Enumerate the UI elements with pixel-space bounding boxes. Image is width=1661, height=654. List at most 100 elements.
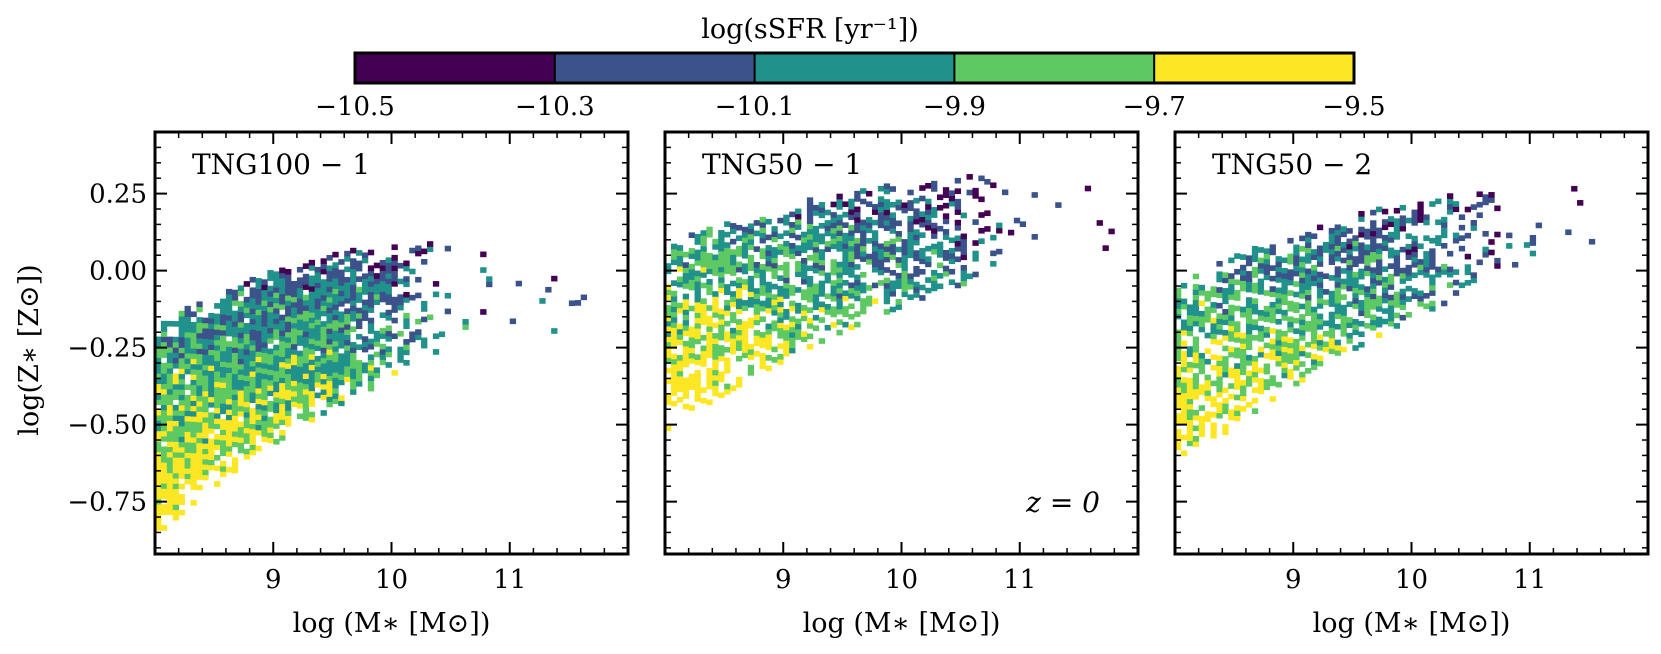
heatmap-cell (1346, 259, 1353, 266)
heatmap-cell (836, 219, 843, 226)
heatmap-cell (1458, 224, 1466, 231)
heatmap-cell (765, 355, 772, 361)
heatmap-cell (285, 310, 292, 317)
heatmap-cell (225, 440, 233, 447)
heatmap-cell (160, 430, 168, 437)
heatmap-cell (771, 262, 778, 269)
heatmap-cell (267, 311, 274, 318)
heatmap-cell (907, 221, 914, 227)
heatmap-cell (806, 234, 814, 240)
heatmap-cell (1370, 314, 1377, 321)
heatmap-cell (285, 347, 292, 354)
heatmap-cell (830, 259, 837, 265)
heatmap-cell (688, 305, 695, 312)
y-tick-label: 0.25 (89, 180, 147, 210)
heatmap-cell (214, 318, 221, 325)
heatmap-cell (308, 333, 316, 339)
heatmap-cell (730, 291, 737, 297)
heatmap-cell (1376, 269, 1383, 276)
heatmap-cell (936, 273, 944, 279)
heatmap-cell (332, 361, 339, 368)
heatmap-cell (172, 493, 180, 500)
heatmap-cell (338, 316, 345, 323)
heatmap-cell (367, 328, 375, 334)
heatmap-cell (824, 246, 831, 252)
heatmap-cell (237, 421, 245, 428)
heatmap-cell (1334, 266, 1341, 272)
heatmap-cell (860, 282, 867, 289)
heatmap-cell (871, 235, 879, 242)
heatmap-cell (1192, 409, 1200, 416)
heatmap-cell (706, 252, 713, 259)
heatmap-cell (302, 263, 310, 269)
heatmap-cell (350, 310, 357, 317)
heatmap-cell (1305, 268, 1312, 275)
heatmap-cell (391, 275, 398, 282)
heatmap-cell (1186, 403, 1194, 410)
heatmap-cell (202, 390, 209, 397)
heatmap-cell (1175, 303, 1182, 309)
heatmap-cell (1293, 281, 1300, 287)
heatmap-cell (1287, 368, 1294, 375)
heatmap-cell (789, 316, 796, 322)
heatmap-cell (730, 317, 737, 323)
heatmap-cell (296, 329, 304, 336)
heatmap-cell (1269, 328, 1276, 334)
heatmap-cell (1393, 323, 1401, 329)
heatmap-cell (350, 342, 357, 348)
heatmap-cell (1287, 300, 1294, 307)
heatmap-cell (1364, 244, 1371, 251)
heatmap-cell (907, 189, 914, 196)
heatmap-cell (196, 406, 203, 412)
heatmap-cell (1352, 277, 1359, 283)
heatmap-cell (682, 330, 690, 336)
heatmap-cell (889, 217, 896, 224)
heatmap-cell (883, 277, 891, 284)
heatmap-cell (350, 352, 357, 359)
heatmap-cell (361, 289, 369, 295)
heatmap-cell (172, 514, 180, 521)
heatmap-cell (243, 406, 250, 413)
heatmap-cell (391, 333, 398, 340)
heatmap-cell (574, 300, 582, 306)
heatmap-cell (1381, 287, 1389, 293)
heatmap-cell (783, 246, 790, 252)
heatmap-cell (231, 300, 239, 306)
heatmap-cell (267, 380, 274, 386)
heatmap-cell (279, 414, 286, 420)
heatmap-cell (208, 438, 215, 445)
heatmap-cell (806, 343, 814, 350)
heatmap-cell (237, 290, 245, 297)
heatmap-cell (314, 392, 321, 399)
heatmap-cell (765, 260, 772, 267)
heatmap-cell (700, 230, 707, 236)
heatmap-cell (172, 441, 180, 448)
heatmap-cell (220, 356, 227, 362)
heatmap-cell (931, 186, 938, 192)
heatmap-cell (249, 324, 256, 330)
heatmap-cell (314, 308, 321, 315)
heatmap-cell (883, 267, 891, 273)
heatmap-cell (1257, 346, 1265, 353)
heatmap-cell (824, 209, 831, 216)
heatmap-cell (1381, 240, 1389, 246)
heatmap-cell (718, 324, 725, 330)
heatmap-cell (326, 396, 333, 403)
heatmap-cell (160, 388, 168, 395)
heatmap-cell (273, 302, 280, 309)
heatmap-cell (385, 257, 392, 264)
heatmap-cell (273, 417, 280, 424)
heatmap-cell (320, 279, 327, 285)
heatmap-cell (273, 328, 280, 335)
heatmap-cell (409, 336, 416, 343)
heatmap-cell (1281, 351, 1288, 358)
heatmap-cell (379, 265, 386, 271)
heatmap-cell (741, 341, 749, 348)
heatmap-cell (1441, 222, 1448, 228)
heatmap-cell (326, 255, 333, 261)
heatmap-cell (1523, 242, 1531, 248)
heatmap-cell (1251, 256, 1259, 263)
heatmap-cell (1452, 237, 1460, 244)
heatmap-cell (806, 291, 814, 298)
